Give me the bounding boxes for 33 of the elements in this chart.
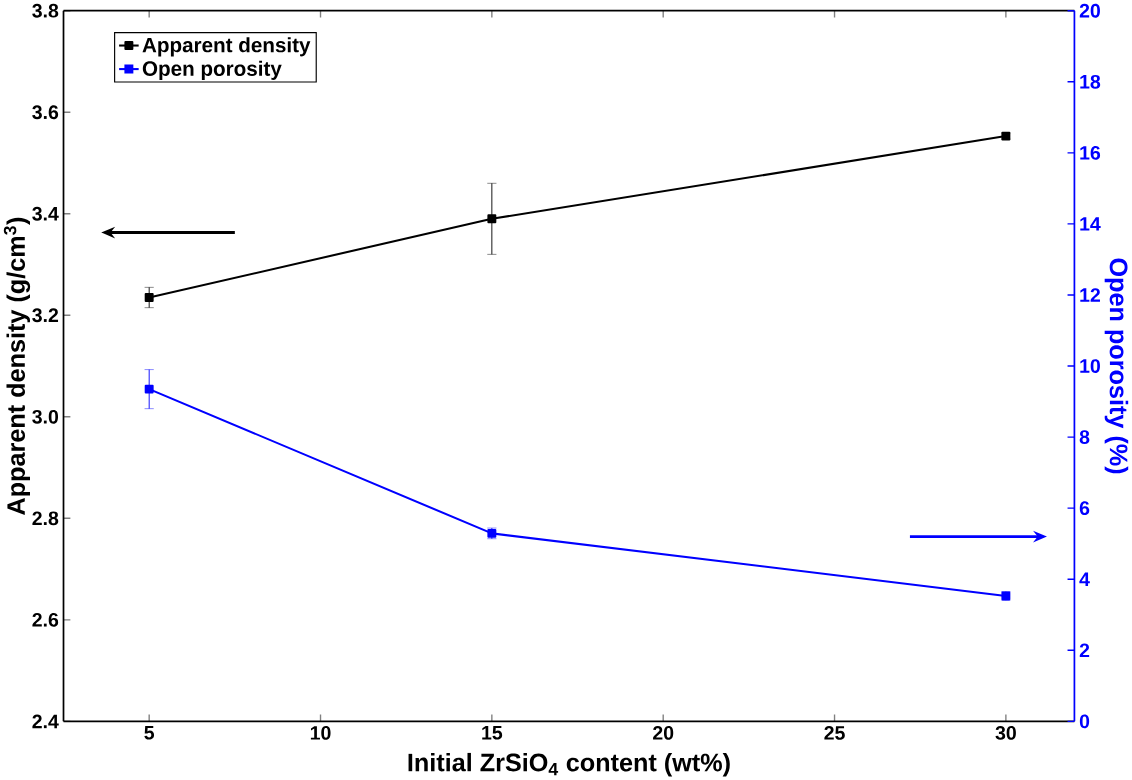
y-tick-label: 3.2 [32,308,59,323]
point [487,214,497,224]
y2-tick-label: 14 [1080,217,1101,231]
y2-axis-title: Open porosity (%) [1104,258,1129,474]
y2-tick-label: 4 [1079,572,1090,586]
x-axis-title: Initial ZrSiO$_{4}$ content (wt%) [408,752,730,777]
x-tick-label: 10 [310,725,331,740]
y-tick-label: 2.4 [32,714,59,729]
y2-tick-label: 12 [1080,288,1100,302]
x-tick-label: 30 [995,725,1016,740]
y2-tick-label: 20 [1079,3,1100,18]
y2-tick-label: 16 [1080,145,1101,160]
y2-tick-label: 10 [1080,359,1100,373]
y2-tick-label: 0 [1079,714,1090,729]
y-tick-label: 2.6 [32,612,59,627]
y-tick-label: 2.8 [32,511,59,526]
y-tick-label: 3.6 [32,105,59,120]
x-tick-label: 5 [144,725,155,740]
y-tick-label: 3.0 [32,409,59,424]
y2-tick-label: 8 [1079,430,1090,444]
y2-tick-label: 2 [1079,643,1090,657]
y2-tick-label: 6 [1079,501,1090,515]
y2-tick-label: 18 [1080,74,1101,89]
point [144,384,154,394]
x-tick-label: 20 [653,725,674,740]
x-tick-label: 15 [482,725,503,740]
point [144,292,154,302]
y-tick-label: 3.4 [32,206,59,221]
y-tick-label: 3.8 [32,3,59,18]
legend-label: Apparent density [142,37,311,57]
x-tick-label: 25 [824,725,845,740]
y-axis-title: Apparent density (g/cm$^{3}$) [3,217,31,515]
legend-label: Open porosity [142,60,282,80]
